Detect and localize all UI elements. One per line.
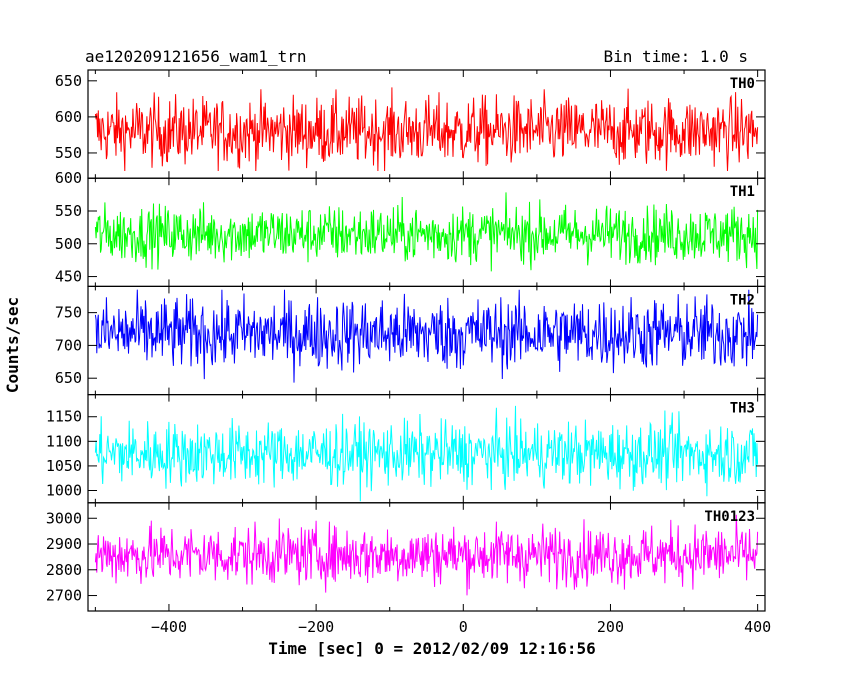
x-tick-label: 200 (597, 618, 624, 636)
series-line-th2 (94, 289, 759, 383)
panel-th0: 550 600 650 TH0 (55, 69, 766, 179)
y-tick-label: 600 (55, 108, 82, 126)
x-tick-label: −400 (151, 618, 187, 636)
x-tick-label: 400 (744, 618, 771, 636)
series-line-th1 (94, 192, 759, 272)
y-tick-label: 1100 (46, 432, 82, 450)
x-axis: −400 −200 0 200 400 (151, 618, 771, 636)
series-line-th0 (94, 87, 759, 172)
panel-label-th2: TH2 (730, 292, 755, 308)
panel-th2: 650 700 750 TH2 (55, 285, 766, 396)
x-axis-label: Time [sec] 0 = 2012/02/09 12:16:56 (268, 639, 596, 658)
y-tick-label: 2700 (46, 587, 82, 605)
bin-time-label: Bin time: 1.0 s (604, 47, 749, 66)
x-tick-label: 0 (459, 618, 468, 636)
y-tick-label: 650 (55, 369, 82, 387)
series-line-th0123 (94, 514, 759, 596)
y-tick-label: 1050 (46, 457, 82, 475)
panel-th0123: 2700 2800 2900 3000 TH0123 (46, 502, 766, 612)
y-tick-label: 1150 (46, 408, 82, 426)
y-tick-label: 600 (55, 169, 82, 187)
panel-label-th0: TH0 (730, 76, 755, 92)
y-tick-label: 3000 (46, 509, 82, 527)
panel-th3: 1000 1050 1100 1150 TH3 (46, 394, 766, 504)
panel-label-th3: TH3 (730, 401, 755, 417)
y-tick-label: 500 (55, 235, 82, 253)
panels-group: 550 600 650 TH0 450 500 550 600 TH1 650 700 750 TH2 1… (46, 69, 766, 612)
y-tick-label: 650 (55, 72, 82, 90)
y-axis-label: Counts/sec (3, 297, 22, 393)
y-tick-label: 550 (55, 202, 82, 220)
chart-title: ae120209121656_wam1_trn (85, 47, 307, 66)
y-tick-label: 1000 (46, 482, 82, 500)
y-tick-label: 2900 (46, 535, 82, 553)
panel-label-th1: TH1 (730, 184, 755, 200)
x-tick-label: −200 (298, 618, 334, 636)
y-tick-label: 550 (55, 144, 82, 162)
series-line-th3 (94, 405, 759, 502)
y-tick-label: 700 (55, 336, 82, 354)
panel-frame (87, 502, 766, 612)
panel-th1: 450 500 550 600 TH1 (55, 169, 766, 287)
y-tick-label: 750 (55, 304, 82, 322)
panel-label-th0123: TH0123 (704, 509, 755, 525)
y-tick-label: 450 (55, 268, 82, 286)
y-tick-label: 2800 (46, 561, 82, 579)
